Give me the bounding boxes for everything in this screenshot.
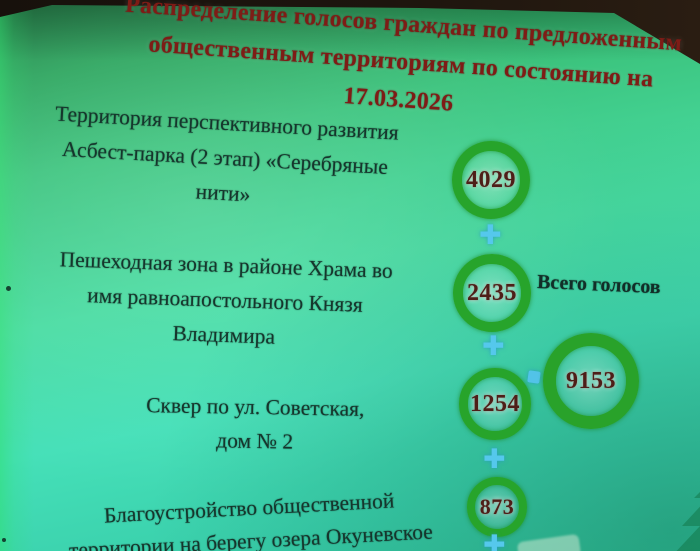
plus-icon: ✚ — [479, 220, 502, 251]
photo-speck — [6, 286, 11, 291]
connector-square-icon — [527, 370, 541, 384]
votes-value-2: 2435 — [467, 279, 517, 306]
votes-circle-3: 1254 — [459, 368, 531, 440]
territory-label-line: Сквер по ул. Советская, — [146, 393, 365, 421]
votes-value-1: 4029 — [466, 166, 516, 193]
fir-tree-icon — [676, 492, 700, 551]
total-votes-value: 9153 — [566, 367, 616, 394]
plus-icon: ✚ — [483, 530, 506, 551]
territory-label-2: Пешеходная зона в районе Храма во имя ра… — [3, 240, 446, 360]
votes-value-4: 873 — [479, 494, 515, 519]
votes-value-3: 1254 — [470, 390, 520, 417]
plus-icon: ✚ — [483, 444, 506, 475]
votes-circle-1: 4029 — [452, 141, 530, 219]
total-votes-circle: 9153 — [543, 333, 639, 429]
total-votes-label: Всего голосов — [536, 270, 662, 299]
votes-circle-4: 873 — [467, 477, 527, 537]
territory-label-line: дом № 2 — [216, 428, 294, 454]
photo-speck — [2, 538, 6, 542]
reflection-highlight — [516, 533, 582, 551]
territory-label-3: Сквер по ул. Советская, дом № 2 — [109, 387, 400, 460]
territory-label-4: Благоустройство общественной территории … — [24, 480, 477, 551]
votes-circle-2: 2435 — [453, 254, 531, 332]
plus-icon: ✚ — [482, 331, 505, 362]
